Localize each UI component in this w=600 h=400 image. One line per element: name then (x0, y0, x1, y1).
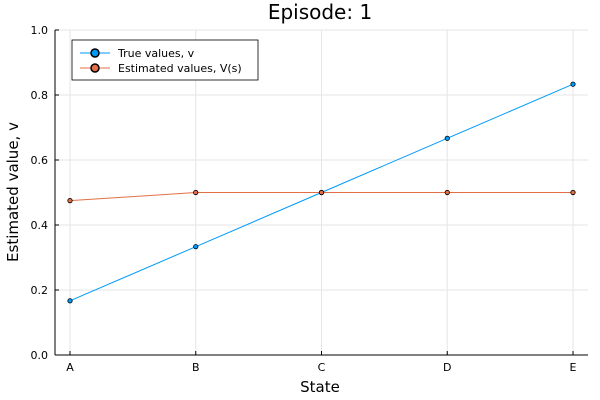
x-axis-label: State (300, 378, 340, 396)
legend-box (71, 39, 259, 81)
chart-title: Episode: 1 (268, 0, 372, 24)
series (67, 81, 576, 304)
y-tick-label: 0.8 (31, 89, 49, 102)
y-tick-label: 0.2 (31, 284, 49, 297)
x-tick-label: D (443, 361, 451, 374)
data-point (67, 198, 73, 204)
legend-marker (90, 63, 100, 73)
legend: True values, v Estimated values, V(s) (71, 39, 259, 81)
tick-labels: A B C D E 0.0 0.2 0.4 0.6 0.8 1.0 (31, 24, 577, 374)
data-point (318, 189, 325, 196)
data-point (570, 81, 576, 87)
legend-label: True values, v (117, 47, 195, 60)
data-point (570, 189, 576, 196)
y-tick-label: 1.0 (31, 24, 49, 37)
x-tick-label: E (570, 361, 577, 374)
data-point (67, 298, 73, 304)
x-tick-label: A (66, 361, 74, 374)
legend-label: Estimated values, V(s) (118, 62, 242, 75)
data-point (444, 189, 450, 196)
y-tick-label: 0.4 (31, 219, 49, 232)
y-tick-label: 0.6 (31, 154, 49, 167)
y-tick-label: 0.0 (31, 349, 49, 362)
data-point (193, 189, 199, 196)
x-tick-label: B (192, 361, 200, 374)
data-point (444, 135, 450, 141)
x-tick-label: C (318, 361, 326, 374)
y-axis-label: Estimated value, v (4, 122, 22, 262)
legend-marker (90, 48, 100, 58)
data-point (193, 244, 199, 250)
